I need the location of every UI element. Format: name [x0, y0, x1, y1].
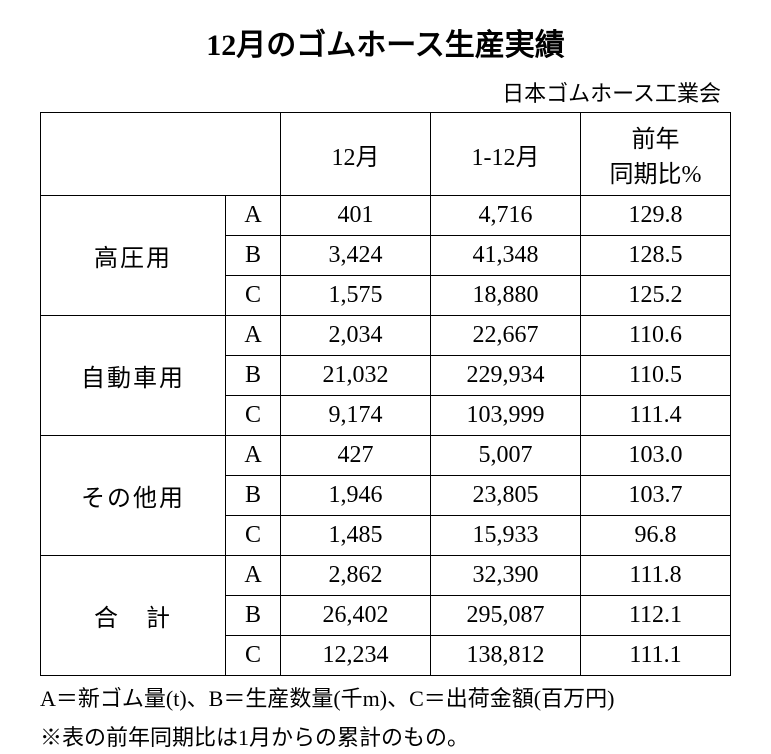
cell: 2,034: [281, 316, 431, 356]
cell: 103,999: [431, 396, 581, 436]
sub-label: A: [226, 316, 281, 356]
cell: 1,485: [281, 516, 431, 556]
group-label: 高圧用: [41, 196, 226, 316]
cell: 112.1: [581, 596, 731, 636]
table-row: 高圧用 A 401 4,716 129.8: [41, 196, 731, 236]
cell: 4,716: [431, 196, 581, 236]
cell: 1,575: [281, 276, 431, 316]
cell: 22,667: [431, 316, 581, 356]
cell: 5,007: [431, 436, 581, 476]
page-title: 12月のゴムホース生産実績: [40, 20, 731, 64]
header-col1: 12月: [281, 113, 431, 196]
group-label: その他用: [41, 436, 226, 556]
cell: 229,934: [431, 356, 581, 396]
cell: 110.6: [581, 316, 731, 356]
cell: 111.4: [581, 396, 731, 436]
cell: 103.0: [581, 436, 731, 476]
subtitle: 日本ゴムホース工業会: [40, 76, 731, 108]
cell: 129.8: [581, 196, 731, 236]
header-col3: 前年 同期比%: [581, 113, 731, 196]
cell: 96.8: [581, 516, 731, 556]
cell: 111.1: [581, 636, 731, 676]
group-label: 自動車用: [41, 316, 226, 436]
footnote-line2: ※表の前年同期比は1月からの累計のもの。: [40, 721, 731, 754]
cell: 32,390: [431, 556, 581, 596]
sub-label: A: [226, 556, 281, 596]
cell: 23,805: [431, 476, 581, 516]
cell: 128.5: [581, 236, 731, 276]
cell: 18,880: [431, 276, 581, 316]
table-body: 高圧用 A 401 4,716 129.8 B 3,424 41,348 128…: [41, 196, 731, 676]
sub-label: B: [226, 596, 281, 636]
cell: 12,234: [281, 636, 431, 676]
sub-label: C: [226, 516, 281, 556]
cell: 125.2: [581, 276, 731, 316]
cell: 427: [281, 436, 431, 476]
sub-label: C: [226, 276, 281, 316]
header-blank: [41, 113, 281, 196]
cell: 2,862: [281, 556, 431, 596]
sub-label: A: [226, 436, 281, 476]
cell: 15,933: [431, 516, 581, 556]
cell: 1,946: [281, 476, 431, 516]
sub-label: C: [226, 396, 281, 436]
cell: 103.7: [581, 476, 731, 516]
table-row: 合 計 A 2,862 32,390 111.8: [41, 556, 731, 596]
cell: 26,402: [281, 596, 431, 636]
cell: 401: [281, 196, 431, 236]
sub-label: C: [226, 636, 281, 676]
header-col2: 1-12月: [431, 113, 581, 196]
cell: 110.5: [581, 356, 731, 396]
footnote-line1: A＝新ゴム量(t)、B＝生産数量(千m)、C＝出荷金額(百万円): [40, 682, 731, 715]
production-table: 12月 1-12月 前年 同期比% 高圧用 A 401 4,716 129.8 …: [40, 112, 731, 676]
cell: 41,348: [431, 236, 581, 276]
group-label: 合 計: [41, 556, 226, 676]
cell: 138,812: [431, 636, 581, 676]
table-row: その他用 A 427 5,007 103.0: [41, 436, 731, 476]
table-row: 自動車用 A 2,034 22,667 110.6: [41, 316, 731, 356]
sub-label: B: [226, 476, 281, 516]
cell: 9,174: [281, 396, 431, 436]
sub-label: B: [226, 236, 281, 276]
cell: 111.8: [581, 556, 731, 596]
cell: 21,032: [281, 356, 431, 396]
cell: 3,424: [281, 236, 431, 276]
sub-label: A: [226, 196, 281, 236]
sub-label: B: [226, 356, 281, 396]
cell: 295,087: [431, 596, 581, 636]
